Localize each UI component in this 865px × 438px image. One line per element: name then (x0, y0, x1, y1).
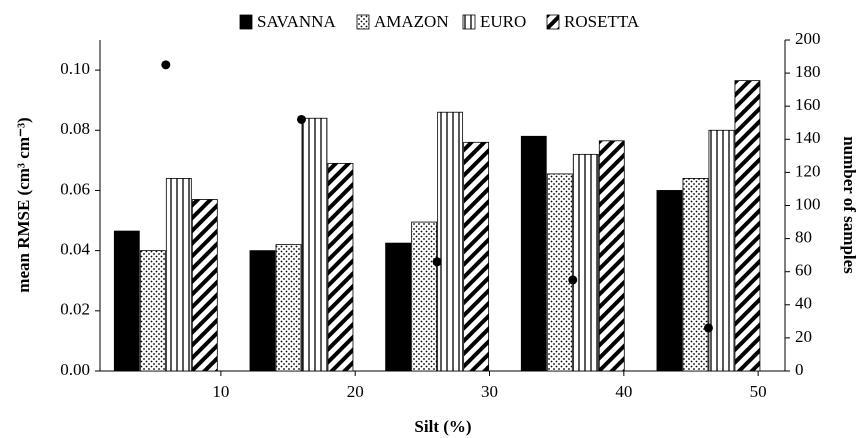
y2-tick-label: 100 (795, 194, 821, 213)
x-tick-label: 10 (212, 382, 229, 401)
y2-tick-label: 60 (795, 261, 812, 280)
x-tick-label: 50 (750, 382, 767, 401)
y-tick-label: 0.08 (60, 119, 90, 138)
bar (275, 244, 302, 372)
legend-label: SAVANNA (257, 12, 336, 31)
bar (411, 221, 438, 372)
y2-tick-label: 180 (795, 62, 821, 81)
bar (572, 153, 599, 372)
bar (327, 162, 354, 372)
sample-point (703, 323, 713, 333)
bar (191, 199, 218, 372)
bar (437, 111, 464, 372)
y-tick-label: 0.06 (60, 179, 90, 198)
y-tick-label: 0.02 (60, 300, 90, 319)
bar (165, 178, 192, 372)
legend-swatch (546, 14, 560, 30)
legend-label: EURO (480, 12, 526, 31)
y2-tick-label: 80 (795, 228, 812, 247)
bar (385, 242, 412, 372)
y-tick-label: 0.00 (60, 360, 90, 379)
bar (249, 250, 276, 372)
y2-tick-label: 120 (795, 161, 821, 180)
bar (656, 190, 683, 372)
bar (734, 80, 761, 372)
legend-swatch (356, 14, 370, 30)
x-tick-label: 30 (481, 382, 498, 401)
x-tick-label: 20 (347, 382, 364, 401)
x-axis-title: Silt (%) (414, 417, 471, 436)
bar (463, 141, 490, 372)
legend-label: AMAZON (374, 12, 449, 31)
sample-point (296, 114, 306, 124)
y2-axis-title: number of samples (840, 136, 859, 274)
legend-label: ROSETTA (564, 12, 640, 31)
sample-point (432, 257, 442, 267)
y-tick-label: 0.10 (60, 59, 90, 78)
legend-swatch (462, 14, 476, 30)
sample-point (161, 60, 171, 70)
bar (113, 230, 140, 372)
y2-tick-label: 20 (795, 327, 812, 346)
bar (301, 117, 328, 372)
bar (520, 135, 547, 372)
bar (682, 178, 709, 372)
bar (708, 129, 735, 372)
y2-tick-label: 0 (795, 360, 804, 379)
legend-swatch (239, 14, 253, 30)
x-tick-label: 40 (615, 382, 632, 401)
y2-tick-label: 40 (795, 294, 812, 313)
y2-tick-label: 200 (795, 29, 821, 48)
y2-tick-label: 140 (795, 128, 821, 147)
bar (546, 173, 573, 372)
y-tick-label: 0.04 (60, 240, 90, 259)
bar (139, 250, 166, 372)
y2-tick-label: 160 (795, 95, 821, 114)
bar (598, 140, 625, 372)
sample-point (568, 275, 578, 285)
y-axis-title: mean RMSE (cm³ cm⁻³) (14, 117, 33, 292)
